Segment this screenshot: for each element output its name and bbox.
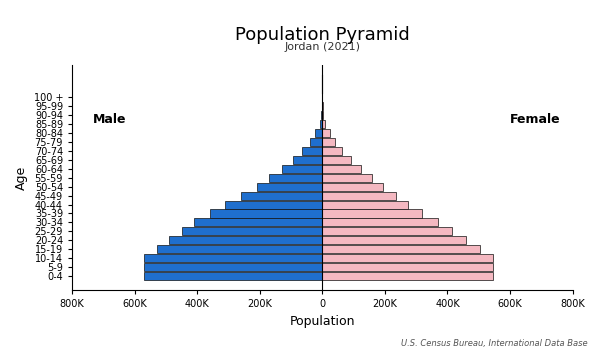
Bar xyxy=(144,272,322,280)
Bar xyxy=(322,201,409,209)
Bar xyxy=(194,218,322,226)
Bar xyxy=(144,254,322,262)
Bar xyxy=(322,120,325,128)
Bar xyxy=(322,209,422,217)
Bar xyxy=(322,228,452,236)
Bar xyxy=(322,263,493,271)
Bar xyxy=(310,138,322,146)
Bar xyxy=(226,201,322,209)
Bar xyxy=(322,138,335,146)
Bar xyxy=(293,156,322,164)
Bar xyxy=(257,183,322,191)
Bar xyxy=(269,174,322,182)
Text: Female: Female xyxy=(510,113,560,126)
Bar xyxy=(322,129,330,137)
Y-axis label: Age: Age xyxy=(15,165,28,190)
Bar xyxy=(210,209,322,217)
Title: Population Pyramid: Population Pyramid xyxy=(235,26,410,43)
Bar xyxy=(322,272,493,280)
Bar xyxy=(144,263,322,271)
Bar xyxy=(322,218,438,226)
X-axis label: Population: Population xyxy=(290,315,355,328)
Bar xyxy=(322,191,396,200)
Bar xyxy=(322,111,323,119)
Bar xyxy=(169,236,322,244)
Bar xyxy=(302,147,322,155)
Bar xyxy=(322,254,493,262)
Bar xyxy=(320,120,322,128)
Text: Jordan (2021): Jordan (2021) xyxy=(284,42,361,52)
Text: U.S. Census Bureau, International Data Base: U.S. Census Bureau, International Data B… xyxy=(401,339,588,348)
Bar xyxy=(322,236,466,244)
Bar xyxy=(322,147,342,155)
Bar xyxy=(322,165,361,173)
Text: Male: Male xyxy=(93,113,127,126)
Bar xyxy=(241,191,322,200)
Bar xyxy=(182,228,322,236)
Bar xyxy=(157,245,322,253)
Bar xyxy=(316,129,322,137)
Bar xyxy=(322,174,373,182)
Bar xyxy=(322,156,350,164)
Bar xyxy=(281,165,322,173)
Bar xyxy=(322,245,481,253)
Bar xyxy=(322,183,383,191)
